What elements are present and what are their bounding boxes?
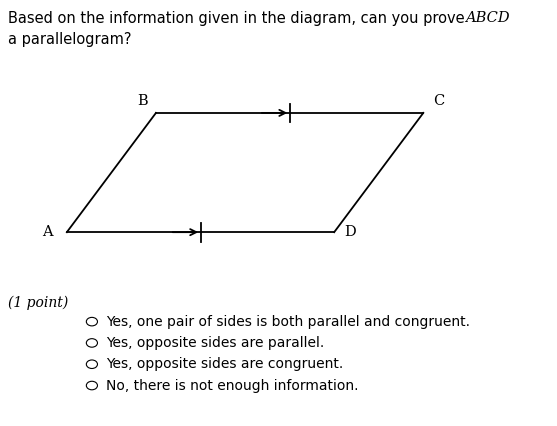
Text: Yes, one pair of sides is both parallel and congruent.: Yes, one pair of sides is both parallel … <box>106 315 470 328</box>
Text: Based on the information given in the diagram, can you prove: Based on the information given in the di… <box>8 11 470 26</box>
Text: B: B <box>137 94 148 108</box>
Text: Yes, opposite sides are congruent.: Yes, opposite sides are congruent. <box>106 357 343 371</box>
Text: Yes, opposite sides are parallel.: Yes, opposite sides are parallel. <box>106 336 324 350</box>
Text: A: A <box>42 225 53 239</box>
Text: (1 point): (1 point) <box>8 296 69 311</box>
Text: No, there is not enough information.: No, there is not enough information. <box>106 379 358 392</box>
Text: ABCD: ABCD <box>465 11 510 25</box>
Text: D: D <box>344 225 356 239</box>
Text: C: C <box>433 94 444 108</box>
Text: a parallelogram?: a parallelogram? <box>8 32 132 47</box>
